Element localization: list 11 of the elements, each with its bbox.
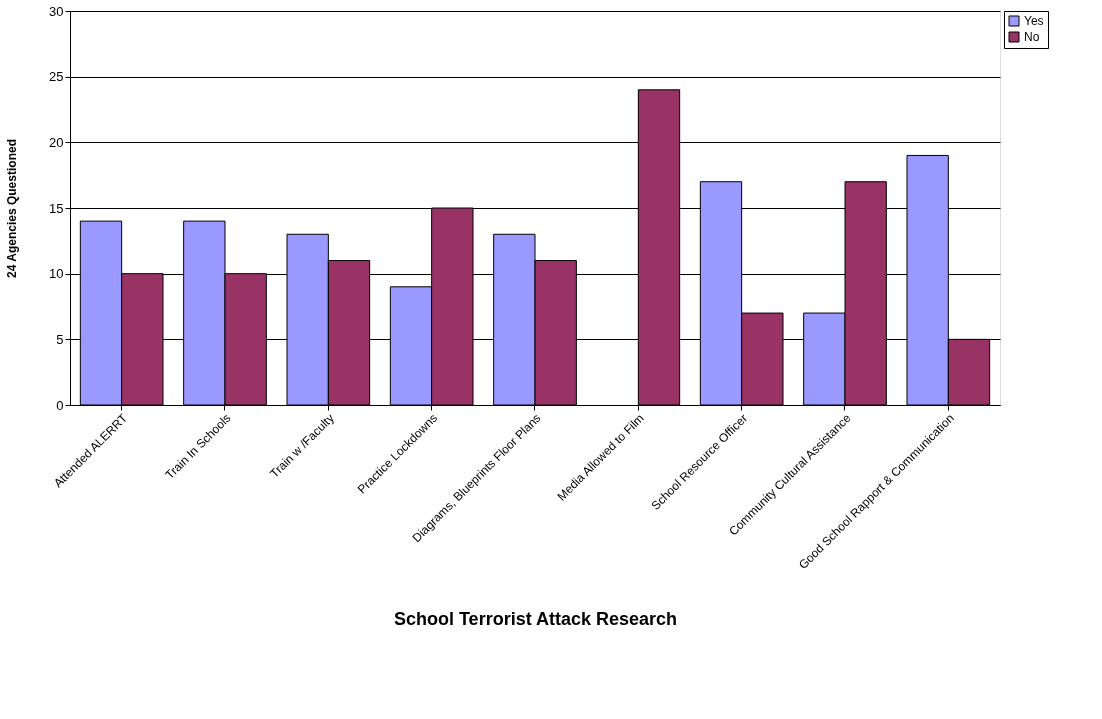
x-axis-title: School Terrorist Attack Research bbox=[393, 609, 678, 630]
y-tick-label: 15 bbox=[49, 200, 64, 216]
y-tick-label: 30 bbox=[49, 3, 64, 19]
legend-label: Yes bbox=[1024, 14, 1044, 28]
y-tick-label: 0 bbox=[56, 397, 64, 413]
y-axis-title: 24 Agencies Questioned bbox=[5, 139, 20, 278]
legend-label: No bbox=[1024, 30, 1040, 44]
y-tick-label: 10 bbox=[49, 266, 64, 282]
y-tick-label: 5 bbox=[56, 331, 64, 347]
y-tick-label: 20 bbox=[49, 134, 64, 150]
y-tick-label: 25 bbox=[49, 69, 64, 85]
